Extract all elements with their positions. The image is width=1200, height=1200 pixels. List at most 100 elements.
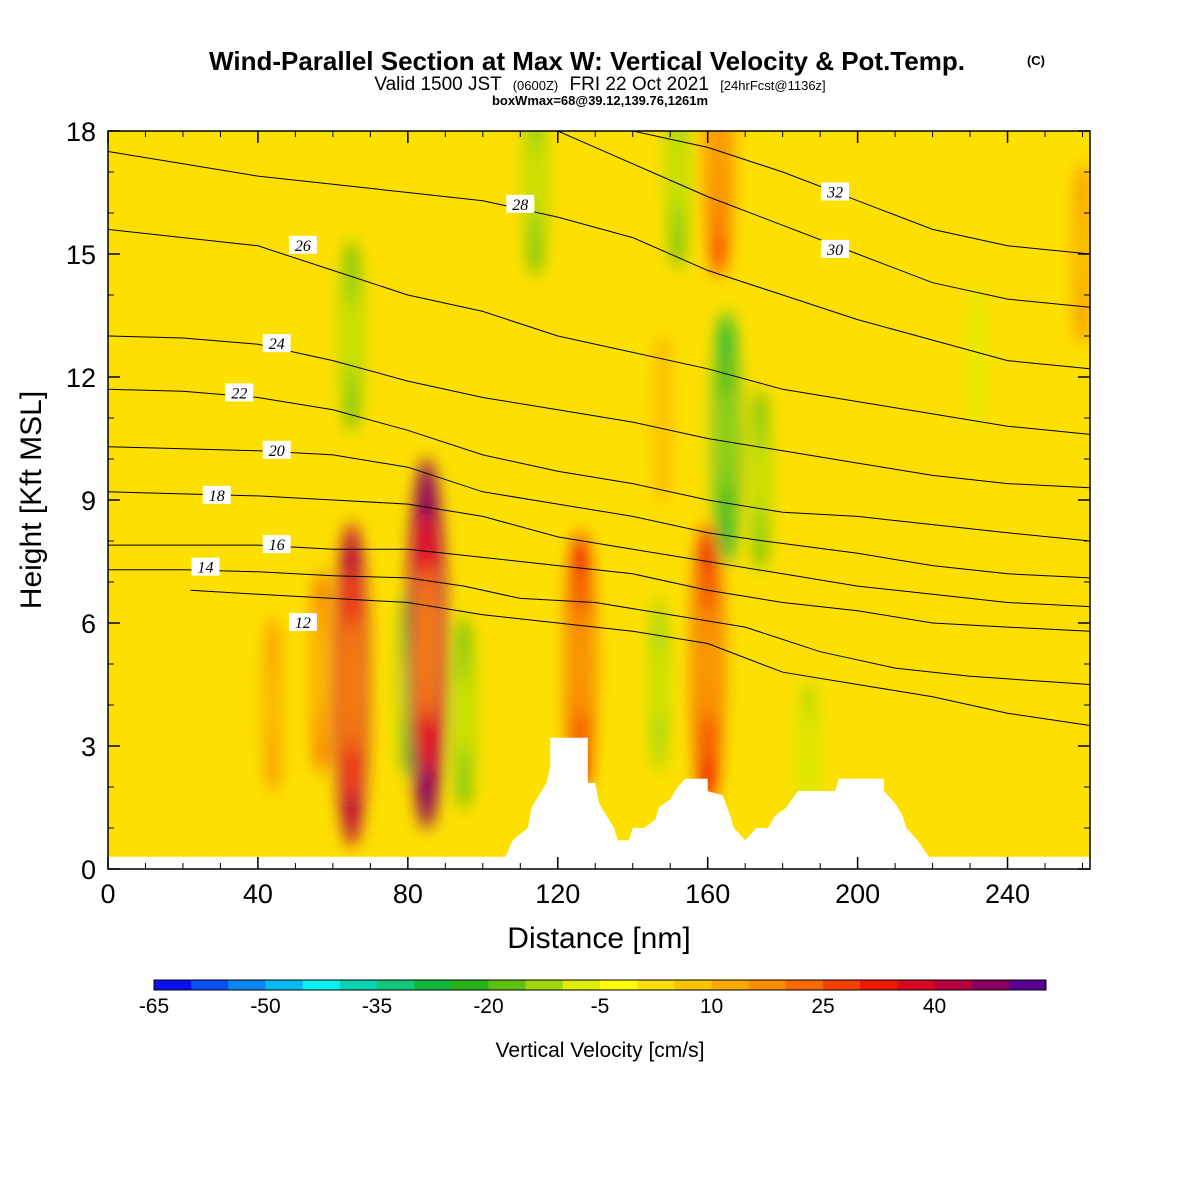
copyright-mark: (C): [1027, 53, 1045, 68]
colorbar-swatch: [339, 980, 378, 990]
colorbar-frame: [153, 979, 1047, 991]
x-tick-label: 40: [243, 879, 273, 909]
y-tick-label: 9: [81, 486, 96, 516]
colorbar-tick-label: -35: [362, 995, 392, 1018]
y-tick-label: 6: [81, 609, 96, 639]
w-cell-downdraft: [804, 730, 814, 803]
x-tick-label: 240: [985, 879, 1030, 909]
colorbar-swatch: [265, 980, 303, 990]
colorbar-swatch: [674, 980, 712, 990]
colorbar: -65 -50 -35 -20 -5 10 25 40: [139, 979, 1047, 1018]
contour-label-box: [821, 239, 850, 258]
valid-prefix: Valid 1500 JST: [374, 74, 502, 95]
terrain-mask: [108, 737, 1090, 869]
colorbar-tick-label: -5: [591, 995, 610, 1018]
colorbar-swatch: [451, 980, 489, 990]
colorbar-swatch: [785, 980, 824, 990]
colorbar-swatch: [637, 980, 675, 990]
colorbar-swatch: [302, 980, 341, 990]
contour-label: 12: [295, 615, 311, 632]
contour-label: 18: [209, 488, 225, 505]
w-cell-downdraft: [720, 385, 733, 492]
contour-label: 22: [231, 385, 247, 402]
theta-contour-line: [108, 569, 1090, 685]
colorbar-swatch: [711, 980, 749, 990]
w-cell-downdraft: [673, 131, 683, 213]
colorbar-swatch: [971, 980, 1010, 990]
colorbar-swatch: [600, 980, 638, 990]
y-axis-label: Height [Kft MSL]: [15, 391, 48, 609]
theta-contour-line: [108, 228, 1090, 435]
w-cell-downdraft: [971, 304, 984, 409]
w-cell-updraft: [713, 131, 725, 205]
x-tick-label: 200: [835, 879, 880, 909]
valid-time-line: Valid 1500 JST (0600Z) FRI 22 Oct 2021 […: [374, 74, 825, 95]
chart-title: Wind-Parallel Section at Max W: Vertical…: [209, 46, 965, 76]
x-tick-label: 120: [535, 879, 580, 909]
w-cell-updraft: [268, 668, 278, 742]
x-tick-label: 0: [100, 879, 115, 909]
terrain-shape: [108, 737, 1090, 869]
w-cell-downdraft: [347, 295, 357, 377]
colorbar-tick-label: -20: [473, 995, 503, 1018]
x-axis-label: Distance [nm]: [507, 922, 690, 955]
box-info: boxWmax=68@39.12,139.76,1261m: [492, 93, 708, 108]
w-cell-updraft: [701, 605, 715, 723]
colorbar-swatch: [191, 980, 229, 990]
colorbar-swatch: [748, 980, 787, 990]
colorbar-swatch: [860, 980, 898, 990]
colorbar-swatch: [897, 980, 935, 990]
w-cell-updraft: [418, 566, 436, 721]
w-cell-downdraft: [755, 441, 765, 518]
x-tick-label: 160: [685, 879, 730, 909]
contour-label-box: [262, 535, 291, 554]
theta-contour-line: [108, 388, 1090, 542]
w-cell-updraft: [344, 616, 360, 753]
contour-labels: 12 14 16 18 20 22 24 26 28 30 32: [191, 182, 850, 632]
contour-label-box: [288, 613, 317, 631]
colorbar-tick-label: -50: [250, 995, 280, 1018]
colorbar-swatch: [562, 980, 601, 990]
contour-label: 16: [269, 537, 285, 554]
plot-area: 12 14 16 18 20 22 24 26 28 30 32: [107, 130, 1091, 870]
y-tick-label: 0: [81, 855, 96, 885]
contour-label-box: [225, 383, 254, 402]
colorbar-swatch: [934, 980, 972, 990]
colorbar-tick-label: 40: [923, 995, 946, 1018]
y-tick-label: 3: [81, 732, 96, 762]
w-cell-updraft: [658, 382, 667, 454]
colorbar-tick-label: 25: [811, 995, 834, 1018]
colorbar-swatch: [488, 980, 526, 990]
theta-contour-line: [557, 131, 1090, 308]
w-cell-downdraft: [654, 647, 664, 722]
colorbar-swatch: [228, 980, 266, 990]
forecast-info: [24hrFcst@1136z]: [720, 78, 825, 93]
w-cell-updraft: [574, 608, 587, 720]
contour-label: 26: [295, 238, 311, 255]
w-cell-updraft: [316, 629, 327, 716]
y-tick-label: 15: [66, 240, 96, 270]
colorbar-title: Vertical Velocity [cm/s]: [496, 1039, 705, 1062]
contour-label: 20: [269, 443, 285, 460]
contour-label-box: [191, 557, 220, 576]
theta-contour-line: [108, 151, 1090, 370]
axis-ticks: 0 40 80 120 160 200 240 0 3 6 9 12 15 18: [66, 117, 1090, 909]
contour-label: 28: [512, 197, 528, 214]
contour-label-box: [821, 182, 850, 201]
theta-contour-line: [108, 491, 1090, 608]
contour-label-box: [262, 334, 291, 353]
colorbar-swatch: [1008, 980, 1047, 990]
contour-label-box: [506, 194, 535, 213]
y-tick-label: 12: [66, 363, 96, 393]
w-cell-downdraft: [459, 672, 469, 754]
colorbar-swatch: [823, 980, 861, 990]
colorbar-swatch: [377, 980, 415, 990]
colorbar-tick-label: -65: [139, 995, 169, 1018]
y-tick-label: 18: [66, 117, 96, 147]
x-tick-label: 80: [393, 879, 423, 909]
contour-label-box: [262, 440, 291, 459]
theta-contour-line: [190, 589, 1090, 726]
colorbar-swatch: [414, 980, 452, 990]
contour-label: 24: [269, 336, 285, 353]
colorbar-swatch: [154, 980, 192, 990]
